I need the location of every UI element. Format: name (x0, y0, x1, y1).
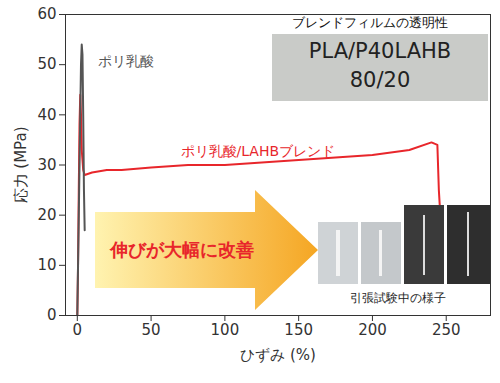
svg-text:0: 0 (73, 321, 83, 339)
svg-text:0: 0 (47, 306, 57, 324)
svg-text:150: 150 (284, 321, 313, 339)
svg-text:ポリ乳酸: ポリ乳酸 (98, 53, 154, 69)
svg-text:ひずみ (%): ひずみ (%) (240, 346, 316, 364)
svg-text:20: 20 (37, 206, 56, 224)
svg-text:40: 40 (37, 106, 56, 124)
svg-text:ポリ乳酸/LAHBブレンド: ポリ乳酸/LAHBブレンド (181, 143, 336, 159)
html-text:引張試験中の様子: 引張試験中の様子 (350, 291, 446, 305)
svg-text:250: 250 (432, 321, 461, 339)
svg-text:60: 60 (37, 5, 56, 23)
html-text:PLA/P40LAHB: PLA/P40LAHB (308, 39, 452, 63)
html-text:伸びが大幅に改善: 伸びが大幅に改善 (110, 239, 254, 260)
svg-text:200: 200 (358, 321, 387, 339)
svg-text:10: 10 (37, 256, 56, 274)
html-text:ブレンドフィルムの透明性: ブレンドフィルムの透明性 (292, 15, 448, 30)
html-text:80/20: 80/20 (349, 68, 411, 92)
svg-text:100: 100 (211, 321, 240, 339)
svg-text:50: 50 (37, 55, 56, 73)
svg-text:50: 50 (142, 321, 161, 339)
svg-text:応力 (MPa): 応力 (MPa) (12, 127, 30, 204)
svg-text:30: 30 (37, 156, 56, 174)
